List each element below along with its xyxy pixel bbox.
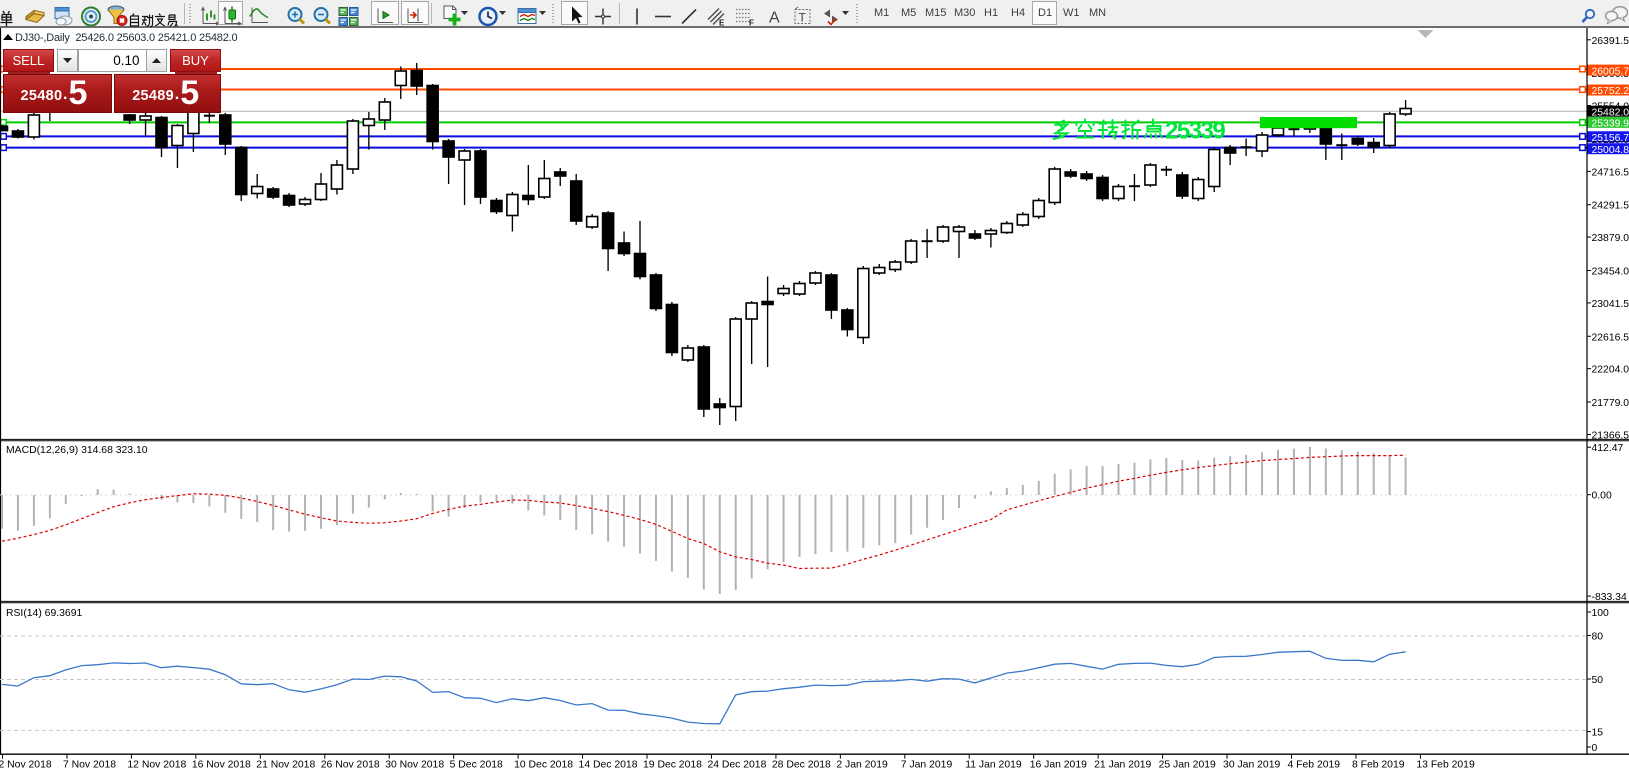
svg-text:11 Jan 2019: 11 Jan 2019	[965, 760, 1022, 771]
svg-text:2 Jan 2019: 2 Jan 2019	[836, 760, 888, 771]
svg-text:15: 15	[1592, 728, 1604, 739]
svg-text:25156.7: 25156.7	[1592, 133, 1629, 144]
svg-text:24 Dec 2018: 24 Dec 2018	[707, 760, 766, 771]
svg-text:0.00: 0.00	[1592, 491, 1612, 502]
svg-text:30 Jan 2019: 30 Jan 2019	[1223, 760, 1280, 771]
svg-text:7 Nov 2018: 7 Nov 2018	[63, 760, 116, 771]
svg-text:30 Nov 2018: 30 Nov 2018	[385, 760, 444, 771]
svg-text:21366.5: 21366.5	[1592, 430, 1629, 441]
svg-text:22616.5: 22616.5	[1592, 332, 1629, 343]
svg-text:4 Feb 2019: 4 Feb 2019	[1288, 760, 1341, 771]
svg-text:19 Dec 2018: 19 Dec 2018	[643, 760, 702, 771]
svg-text:F: F	[749, 19, 754, 28]
svg-text:28 Dec 2018: 28 Dec 2018	[772, 760, 831, 771]
svg-text:5 Dec 2018: 5 Dec 2018	[450, 760, 503, 771]
svg-text:26391.5: 26391.5	[1592, 36, 1629, 47]
svg-text:22204.0: 22204.0	[1592, 365, 1629, 376]
svg-text:25004.8: 25004.8	[1592, 145, 1629, 156]
svg-text:80: 80	[1592, 631, 1604, 642]
svg-text:25482.0: 25482.0	[1592, 107, 1629, 118]
svg-text:13 Feb 2019: 13 Feb 2019	[1416, 760, 1475, 771]
svg-text:2 Nov 2018: 2 Nov 2018	[0, 760, 52, 771]
svg-text:16 Jan 2019: 16 Jan 2019	[1030, 760, 1087, 771]
svg-text:-833.34: -833.34	[1592, 592, 1627, 603]
svg-text:23041.5: 23041.5	[1592, 299, 1629, 310]
svg-text:0: 0	[1592, 743, 1598, 754]
svg-text:24291.5: 24291.5	[1592, 201, 1629, 212]
svg-text:23879.0: 23879.0	[1592, 233, 1629, 244]
svg-text:50: 50	[1592, 675, 1604, 686]
svg-text:21 Jan 2019: 21 Jan 2019	[1094, 760, 1151, 771]
svg-text:E: E	[719, 19, 725, 28]
svg-text:26 Nov 2018: 26 Nov 2018	[321, 760, 380, 771]
svg-text:412.47: 412.47	[1592, 443, 1624, 454]
svg-text:26005.7: 26005.7	[1592, 66, 1629, 77]
svg-text:RSI(14) 69.3691: RSI(14) 69.3691	[6, 608, 82, 619]
svg-text:25752.2: 25752.2	[1592, 86, 1629, 97]
svg-text:25339: 25339	[1165, 117, 1225, 144]
svg-text:8 Feb 2019: 8 Feb 2019	[1352, 760, 1405, 771]
svg-text:25 Jan 2019: 25 Jan 2019	[1159, 760, 1216, 771]
svg-text:21 Nov 2018: 21 Nov 2018	[256, 760, 315, 771]
svg-text:23454.0: 23454.0	[1592, 266, 1629, 277]
svg-text:24716.5: 24716.5	[1592, 167, 1629, 178]
svg-text:7 Jan 2019: 7 Jan 2019	[901, 760, 953, 771]
svg-text:12 Nov 2018: 12 Nov 2018	[127, 760, 186, 771]
svg-text:A: A	[769, 10, 780, 27]
svg-text:21779.0: 21779.0	[1592, 398, 1629, 409]
svg-text:T: T	[799, 11, 807, 25]
svg-text:14 Dec 2018: 14 Dec 2018	[579, 760, 638, 771]
svg-text:25339.9: 25339.9	[1592, 119, 1629, 130]
svg-text:100: 100	[1592, 608, 1610, 619]
svg-text:MACD(12,26,9) 314.68 323.10: MACD(12,26,9) 314.68 323.10	[6, 445, 148, 456]
svg-text:16 Nov 2018: 16 Nov 2018	[192, 760, 251, 771]
svg-text:10 Dec 2018: 10 Dec 2018	[514, 760, 573, 771]
